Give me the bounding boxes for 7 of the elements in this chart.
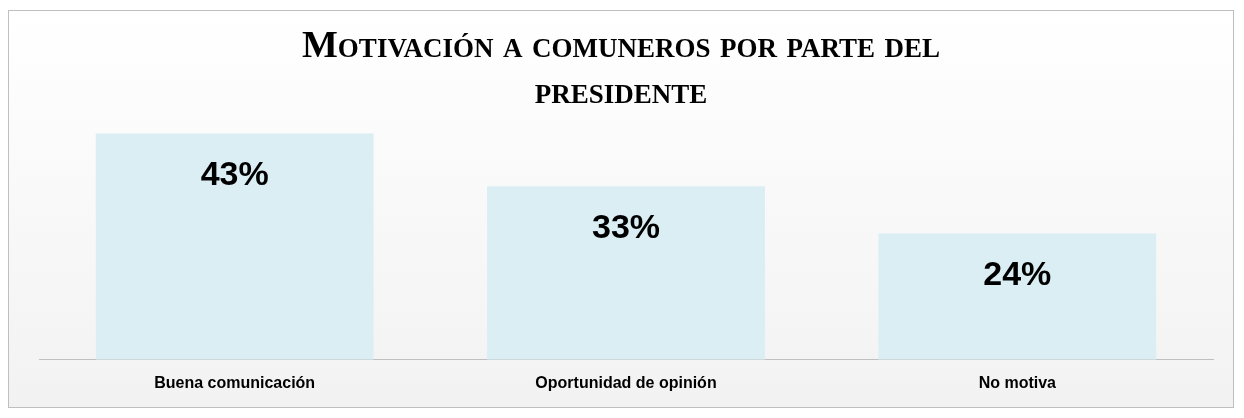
data-label: 24% bbox=[983, 253, 1052, 292]
data-label: 43% bbox=[200, 153, 269, 192]
x-tick-label: Oportunidad de opinión bbox=[535, 373, 717, 391]
x-tick-label: Buena comunicación bbox=[154, 373, 316, 391]
data-label: 33% bbox=[591, 206, 661, 245]
x-tick-label: No motiva bbox=[978, 373, 1057, 391]
chart-title: Motivación a comuneros por parte del presidente bbox=[301, 22, 941, 113]
